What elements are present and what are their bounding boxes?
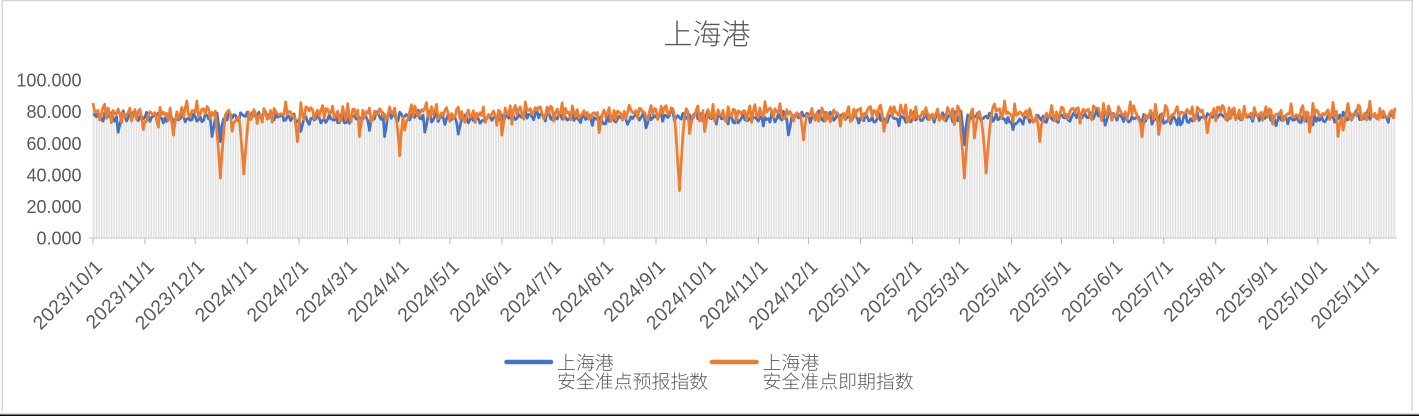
svg-text:0.000: 0.000 (36, 229, 81, 249)
svg-text:60.000: 60.000 (26, 134, 81, 154)
svg-text:80.000: 80.000 (26, 102, 81, 122)
svg-text:100.000: 100.000 (16, 71, 81, 91)
svg-text:40.000: 40.000 (26, 165, 81, 185)
svg-text:20.000: 20.000 (26, 197, 81, 217)
